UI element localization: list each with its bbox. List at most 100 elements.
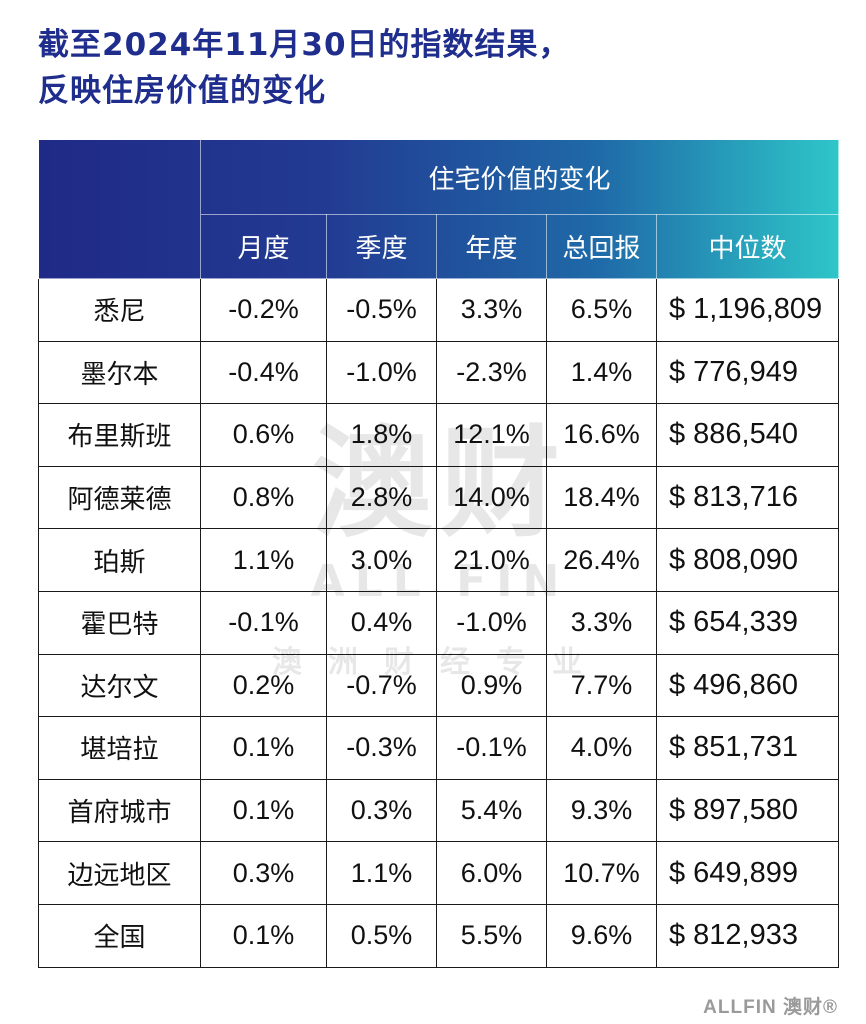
- annual-cell: 12.1%: [436, 403, 547, 467]
- annual-cell: 0.9%: [436, 653, 547, 718]
- table-row: 墨尔本 -0.4% -1.0% -2.3% 1.4% $776,949: [38, 340, 840, 405]
- quarterly-cell: -0.3%: [326, 716, 437, 780]
- quarterly-cell: -0.5%: [326, 278, 437, 342]
- table-row: 堪培拉 0.1% -0.3% -0.1% 4.0% $851,731: [38, 716, 840, 780]
- quarterly-cell: 0.4%: [326, 590, 437, 655]
- median-cell: $1,196,809: [655, 278, 840, 342]
- table-row: 悉尼 -0.2% -0.5% 3.3% 6.5% $1,196,809: [38, 278, 840, 342]
- city-cell: 首府城市: [38, 778, 201, 843]
- monthly-cell: 0.8%: [200, 465, 327, 530]
- annual-cell: 5.5%: [436, 903, 547, 968]
- median-value: 1,196,809: [693, 293, 823, 326]
- quarterly-cell: 0.3%: [326, 778, 437, 843]
- total-return-cell: 26.4%: [546, 528, 657, 592]
- footer-logo: ALLFIN 澳财®: [703, 997, 838, 1018]
- table-row: 首府城市 0.1% 0.3% 5.4% 9.3% $897,580: [38, 778, 840, 843]
- median-value: 812,933: [693, 919, 798, 952]
- column-header-total-return: 总回报: [546, 214, 657, 279]
- table-row: 达尔文 0.2% -0.7% 0.9% 7.7% $496,860: [38, 653, 840, 718]
- currency-symbol: $: [669, 606, 686, 639]
- median-cell: $654,339: [655, 590, 840, 655]
- total-return-cell: 1.4%: [546, 340, 657, 405]
- header-corner-cell: [38, 139, 201, 215]
- median-value: 813,716: [693, 481, 798, 514]
- median-value: 851,731: [693, 731, 798, 764]
- column-header-annual: 年度: [436, 214, 547, 279]
- median-cell: $496,860: [655, 653, 840, 718]
- city-cell: 珀斯: [38, 528, 201, 592]
- column-header-quarterly: 季度: [326, 214, 437, 279]
- currency-symbol: $: [669, 668, 686, 701]
- total-return-cell: 3.3%: [546, 590, 657, 655]
- group-header: 住宅价值的变化: [199, 139, 840, 215]
- table-header: 住宅价值的变化 月度 季度 年度 总回报 中位数: [38, 139, 840, 279]
- city-cell: 霍巴特: [38, 590, 201, 655]
- median-value: 897,580: [693, 794, 798, 827]
- title-line-1: 截至2024年11月30日的指数结果，: [38, 27, 571, 63]
- city-cell: 阿德莱德: [38, 465, 201, 530]
- title-line-2: 反映住房价值的变化: [38, 73, 326, 109]
- median-value: 496,860: [693, 668, 798, 701]
- data-table: 住宅价值的变化 月度 季度 年度 总回报 中位数 悉尼 -0.2% -0.5% 3.3…: [38, 139, 840, 968]
- housing-value-table: 住宅价值的变化 月度 季度 年度 总回报 中位数 悉尼 -0.2% -0.5% 3.3…: [38, 139, 840, 968]
- header-corner-cell-lower: [38, 214, 201, 279]
- table-row: 全国 0.1% 0.5% 5.5% 9.6% $812,933: [38, 903, 840, 968]
- quarterly-cell: 2.8%: [326, 465, 437, 530]
- median-cell: $813,716: [655, 465, 840, 530]
- annual-cell: -0.1%: [436, 716, 547, 780]
- city-cell: 悉尼: [38, 278, 201, 342]
- median-cell: $649,899: [655, 841, 840, 905]
- total-return-cell: 10.7%: [546, 841, 657, 905]
- table-row: 布里斯班 0.6% 1.8% 12.1% 16.6% $886,540: [38, 403, 840, 467]
- currency-symbol: $: [669, 293, 686, 326]
- monthly-cell: 0.2%: [200, 653, 327, 718]
- column-header-monthly: 月度: [200, 214, 327, 279]
- monthly-cell: -0.4%: [200, 340, 327, 405]
- median-cell: $776,949: [655, 340, 840, 405]
- quarterly-cell: 1.8%: [326, 403, 437, 467]
- total-return-cell: 18.4%: [546, 465, 657, 530]
- median-cell: $808,090: [655, 528, 840, 592]
- total-return-cell: 6.5%: [546, 278, 657, 342]
- city-cell: 达尔文: [38, 653, 201, 718]
- monthly-cell: 0.3%: [200, 841, 327, 905]
- monthly-cell: -0.1%: [200, 590, 327, 655]
- monthly-cell: 0.6%: [200, 403, 327, 467]
- currency-symbol: $: [669, 543, 686, 576]
- median-value: 654,339: [693, 606, 798, 639]
- monthly-cell: 0.1%: [200, 778, 327, 843]
- annual-cell: 14.0%: [436, 465, 547, 530]
- annual-cell: 21.0%: [436, 528, 547, 592]
- annual-cell: 6.0%: [436, 841, 547, 905]
- total-return-cell: 4.0%: [546, 716, 657, 780]
- table-row: 边远地区 0.3% 1.1% 6.0% 10.7% $649,899: [38, 841, 840, 905]
- city-cell: 布里斯班: [38, 403, 201, 467]
- median-cell: $812,933: [655, 903, 840, 968]
- currency-symbol: $: [669, 919, 686, 952]
- total-return-cell: 7.7%: [546, 653, 657, 718]
- column-header-median: 中位数: [655, 214, 840, 279]
- table-row: 霍巴特 -0.1% 0.4% -1.0% 3.3% $654,339: [38, 590, 840, 655]
- quarterly-cell: 1.1%: [326, 841, 437, 905]
- quarterly-cell: 3.0%: [326, 528, 437, 592]
- currency-symbol: $: [669, 418, 686, 451]
- monthly-cell: -0.2%: [200, 278, 327, 342]
- currency-symbol: $: [669, 355, 686, 388]
- annual-cell: -2.3%: [436, 340, 547, 405]
- median-value: 776,949: [693, 355, 798, 388]
- quarterly-cell: -1.0%: [326, 340, 437, 405]
- monthly-cell: 0.1%: [200, 903, 327, 968]
- city-cell: 边远地区: [38, 841, 201, 905]
- page-title: 截至2024年11月30日的指数结果， 反映住房价值的变化: [38, 22, 571, 114]
- median-cell: $851,731: [655, 716, 840, 780]
- table-row: 阿德莱德 0.8% 2.8% 14.0% 18.4% $813,716: [38, 465, 840, 530]
- total-return-cell: 16.6%: [546, 403, 657, 467]
- median-value: 886,540: [693, 418, 798, 451]
- currency-symbol: $: [669, 794, 686, 827]
- currency-symbol: $: [669, 481, 686, 514]
- annual-cell: 5.4%: [436, 778, 547, 843]
- median-value: 649,899: [693, 856, 798, 889]
- city-cell: 墨尔本: [38, 340, 201, 405]
- monthly-cell: 1.1%: [200, 528, 327, 592]
- median-cell: $886,540: [655, 403, 840, 467]
